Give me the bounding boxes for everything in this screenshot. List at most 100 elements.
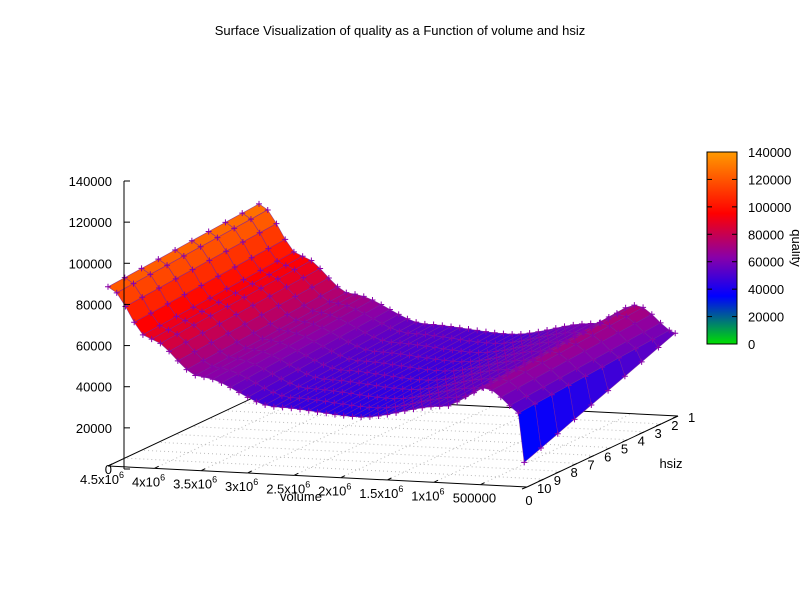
data-point: [532, 400, 539, 407]
data-point: [521, 459, 528, 466]
data-point: [288, 405, 295, 412]
data-point: [364, 369, 371, 376]
data-point: [234, 355, 241, 362]
data-point: [589, 332, 596, 339]
data-point: [266, 271, 273, 278]
data-point: [183, 366, 190, 373]
data-point: [223, 285, 230, 292]
data-point: [423, 343, 430, 350]
data-point: [386, 306, 393, 313]
data-point: [366, 404, 373, 411]
data-point: [326, 298, 333, 305]
data-point: [113, 289, 120, 296]
colorbar-tick-label: 140000: [748, 145, 791, 160]
data-point: [147, 271, 154, 278]
data-point: [362, 346, 369, 353]
data-point: [401, 402, 408, 409]
data-point: [305, 396, 312, 403]
data-point: [240, 276, 247, 283]
data-point: [509, 339, 516, 346]
data-point: [294, 347, 301, 354]
data-point: [344, 319, 351, 326]
z-tick-label: 120000: [69, 215, 112, 230]
data-point: [622, 304, 629, 311]
data-point: [205, 228, 212, 235]
data-point: [325, 274, 332, 281]
data-point: [454, 398, 461, 405]
data-point: [260, 348, 267, 355]
data-point: [337, 366, 344, 373]
floor-edge: [107, 394, 260, 467]
data-point: [546, 347, 553, 354]
data-point: [131, 319, 138, 326]
data-point: [413, 330, 420, 337]
data-point: [425, 377, 432, 384]
x-tick: [387, 477, 392, 481]
z-tick-label: 100000: [69, 256, 112, 271]
z-tick-label: 140000: [69, 174, 112, 189]
data-point: [632, 320, 639, 327]
data-point: [215, 273, 222, 280]
colorbar-tick-label: 120000: [748, 172, 791, 187]
data-point: [319, 324, 326, 331]
data-point: [164, 300, 171, 307]
y-tick-label: 3: [654, 426, 661, 441]
data-point: [552, 325, 559, 332]
data-point: [581, 329, 588, 336]
data-point: [155, 256, 162, 263]
data-point: [253, 398, 260, 405]
data-point: [509, 331, 516, 338]
data-point: [572, 341, 579, 348]
data-point: [458, 358, 465, 365]
data-point: [548, 391, 555, 398]
data-point: [555, 341, 562, 348]
data-point: [505, 369, 512, 376]
data-point: [218, 379, 225, 386]
data-point: [582, 373, 589, 380]
axes: 0 20000 40000 60000 80000 100000 120000 140000 5…: [69, 174, 696, 508]
y-tick: [555, 470, 561, 474]
data-point: [247, 216, 254, 223]
data-point: [544, 326, 551, 333]
data-point: [287, 394, 294, 401]
data-point: [548, 366, 555, 373]
data-point: [621, 373, 628, 380]
data-point: [297, 406, 304, 413]
data-point: [483, 339, 490, 346]
data-point: [492, 340, 499, 347]
data-point: [479, 383, 486, 390]
x-tick-label: 3.5x106: [173, 475, 217, 492]
data-point: [506, 402, 513, 409]
data-point: [225, 354, 232, 361]
data-point: [503, 358, 510, 365]
data-point: [276, 326, 283, 333]
data-point: [389, 361, 396, 368]
data-point: [190, 321, 197, 328]
data-point: [369, 296, 376, 303]
data-point: [174, 357, 181, 364]
data-point: [450, 358, 457, 365]
data-point: [527, 336, 534, 343]
y-tick: [605, 447, 612, 451]
data-point: [323, 410, 330, 417]
data-point: [303, 371, 310, 378]
data-point: [531, 375, 538, 382]
data-point: [308, 257, 315, 264]
data-point: [172, 246, 179, 253]
data-point: [321, 376, 328, 383]
data-point: [442, 376, 449, 383]
data-point: [304, 385, 311, 392]
data-point: [556, 375, 563, 382]
data-point: [314, 408, 321, 415]
data-point: [354, 357, 361, 364]
data-point: [511, 357, 518, 364]
data-point: [397, 351, 404, 358]
data-point: [587, 320, 594, 327]
data-point: [378, 320, 385, 327]
data-point: [374, 404, 381, 411]
data-point: [578, 320, 585, 327]
colorbar-tick-label: 40000: [748, 282, 784, 297]
data-point: [436, 403, 443, 410]
data-point: [614, 311, 621, 318]
data-point: [501, 347, 508, 354]
